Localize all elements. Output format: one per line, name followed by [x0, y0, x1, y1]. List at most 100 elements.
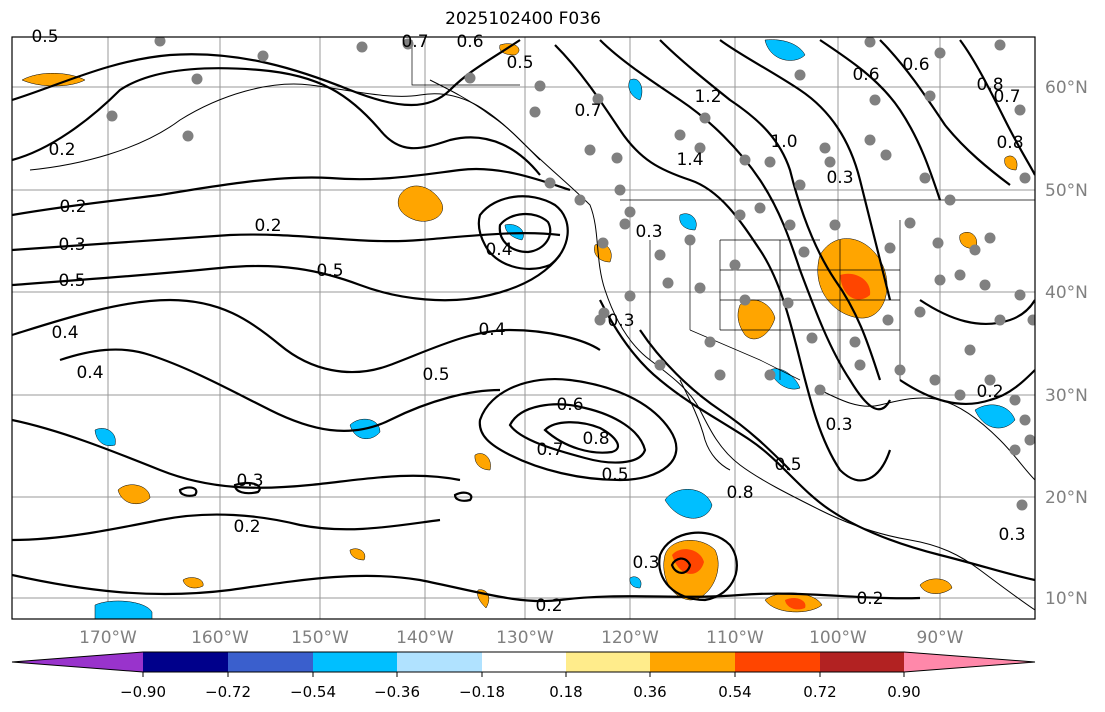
contour-label: 0.7 — [993, 87, 1020, 107]
lat-tick-label: 20°N — [1045, 488, 1088, 508]
contour-label: 0.3 — [632, 553, 659, 573]
station-dot — [257, 50, 269, 62]
station-dot — [904, 217, 916, 229]
station-dot — [782, 297, 794, 309]
station-dot — [619, 218, 631, 230]
contour-label: 0.5 — [422, 365, 449, 385]
station-dot — [1009, 444, 1021, 456]
contour-label: 0.2 — [535, 596, 562, 616]
contour-label: 0.6 — [556, 395, 583, 415]
contour-label: 0.3 — [635, 222, 662, 242]
lon-tick-label: 170°W — [79, 628, 137, 648]
lon-tick-label: 110°W — [706, 628, 764, 648]
contour-label: 0.3 — [236, 471, 263, 491]
contour-label: 0.4 — [485, 240, 512, 260]
colorbar-tick-label: −0.36 — [374, 683, 420, 701]
station-dot — [1024, 434, 1035, 446]
station-dot — [624, 206, 636, 218]
station-dot — [734, 209, 746, 221]
contour-label: 0.2 — [856, 589, 883, 609]
contour-label: 0.4 — [76, 363, 103, 383]
station-dot — [884, 242, 896, 254]
latitude-labels: 60°N 50°N 40°N 30°N 20°N 10°N — [1045, 78, 1088, 609]
colorbar-tick-label: 0.18 — [549, 683, 582, 701]
colorbar-swatch — [313, 652, 397, 672]
station-dot — [824, 156, 836, 168]
station-markers — [106, 37, 1035, 511]
contour-label: 0.8 — [996, 133, 1023, 153]
station-dot — [1019, 414, 1031, 426]
contour-label: 0.3 — [998, 525, 1025, 545]
station-dot — [694, 282, 706, 294]
longitude-labels: 170°W 160°W 150°W 140°W 130°W 120°W 110°W 100°W… — [79, 628, 964, 648]
station-dot — [784, 219, 796, 231]
colorbar-swatch — [397, 652, 482, 672]
contour-label: 0.8 — [582, 429, 609, 449]
station-dot — [1019, 172, 1031, 184]
station-dot — [704, 336, 716, 348]
station-dot — [739, 154, 751, 166]
colorbar-swatch — [228, 652, 313, 672]
station-dot — [674, 129, 686, 141]
station-dot — [814, 384, 826, 396]
station-dot — [624, 290, 636, 302]
contour-label: 0.2 — [59, 197, 86, 217]
contour-label: 0.3 — [607, 311, 634, 331]
station-dot — [1009, 394, 1021, 406]
station-dot — [979, 279, 991, 291]
station-dot — [954, 389, 966, 401]
station-dot — [714, 369, 726, 381]
colorbar-swatch — [566, 652, 650, 672]
contour-label: 0.2 — [976, 382, 1003, 402]
station-dot — [798, 246, 810, 258]
contour-label: 0.3 — [58, 235, 85, 255]
station-dot — [934, 47, 946, 59]
colorbar-swatch — [820, 652, 904, 672]
station-dot — [592, 93, 604, 105]
colorbar-tick-label: −0.54 — [290, 683, 336, 701]
contour-label: 0.7 — [536, 440, 563, 460]
contour-label: 0.3 — [826, 168, 853, 188]
station-dot — [584, 144, 596, 156]
station-dot — [754, 202, 766, 214]
station-dot — [534, 80, 546, 92]
station-dot — [819, 142, 831, 154]
station-dot — [106, 110, 118, 122]
station-dot — [764, 369, 776, 381]
colorbar-labels: −0.90 −0.72 −0.54 −0.36 −0.18 0.18 0.36 0.54 0.7… — [120, 672, 921, 701]
station-dot — [654, 359, 666, 371]
lon-tick-label: 160°W — [191, 628, 249, 648]
contour-label: 1.0 — [770, 132, 797, 152]
plot-border — [11, 36, 1036, 620]
contour-label: 0.2 — [233, 517, 260, 537]
station-dot — [654, 249, 666, 261]
station-dot — [924, 90, 936, 102]
contour-label: 0.5 — [31, 27, 58, 47]
station-dot — [944, 194, 956, 206]
station-dot — [794, 179, 806, 191]
station-dot — [914, 306, 926, 318]
lon-tick-label: 120°W — [601, 628, 659, 648]
colorbar-tick-label: 0.54 — [718, 683, 751, 701]
station-dot — [984, 232, 996, 244]
contour-label: 0.5 — [601, 465, 628, 485]
plot-area — [12, 37, 1035, 619]
contour-label: 0.5 — [316, 261, 343, 281]
station-dot — [699, 112, 711, 124]
station-dot — [611, 152, 623, 164]
station-dot — [880, 149, 892, 161]
station-dot — [864, 134, 876, 146]
station-dot — [869, 94, 881, 106]
station-dot — [597, 237, 609, 249]
colorbar-extend-left — [12, 652, 143, 672]
station-dot — [794, 69, 806, 81]
station-dot — [806, 332, 818, 344]
lat-tick-label: 10°N — [1045, 589, 1088, 609]
station-dot — [849, 336, 861, 348]
station-dot — [929, 374, 941, 386]
station-dot — [662, 277, 674, 289]
contour-label: 0.4 — [478, 320, 505, 340]
lon-tick-label: 140°W — [396, 628, 454, 648]
station-dot — [356, 41, 368, 53]
colorbar-tick-label: 0.72 — [803, 683, 836, 701]
